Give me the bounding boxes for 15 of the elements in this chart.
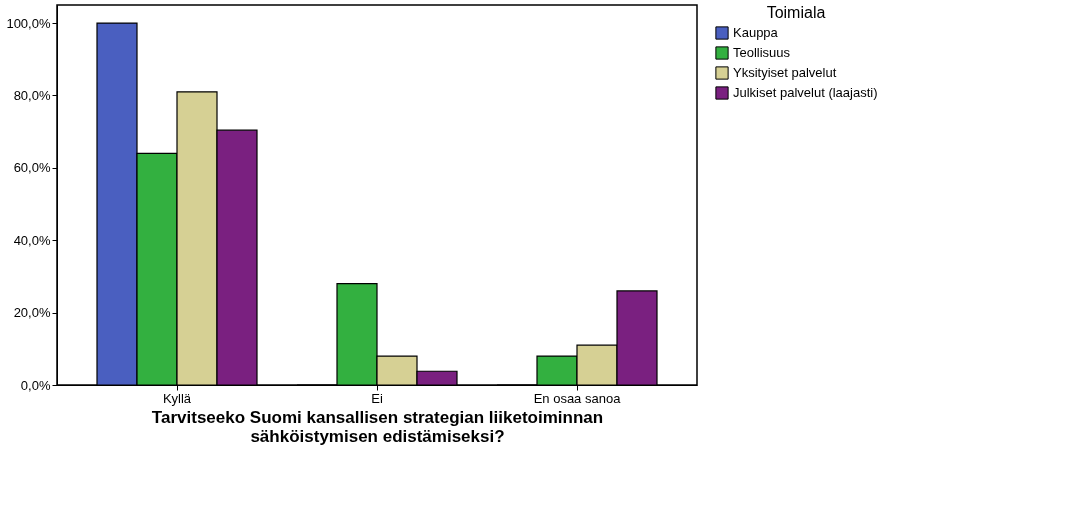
- legend-label: Yksityiset palvelut: [733, 65, 837, 80]
- x-tick-label: Ei: [371, 390, 383, 406]
- y-tick-label: 40,0%: [13, 232, 51, 248]
- y-tick-label: 100,0%: [6, 15, 51, 31]
- legend-label: Teollisuus: [733, 45, 791, 60]
- y-tick-label: 60,0%: [13, 160, 51, 176]
- x-axis-title: Tarvitseeko Suomi kansallisen strategian liiketoiminnan sähköistymisen edistämiseksi?: [151, 407, 604, 446]
- y-tick-label: 80,0%: [13, 87, 51, 103]
- x-tick-label: En osaa sanoa: [533, 390, 622, 406]
- legend-title: Toimiala: [766, 4, 826, 21]
- legend-label: Julkiset palvelut (laajasti): [733, 85, 878, 100]
- legend-label: Kauppa: [733, 25, 779, 40]
- x-tick-label: Kyllä: [162, 390, 192, 406]
- y-tick-label: 0,0%: [20, 377, 51, 393]
- y-tick-label: 20,0%: [13, 305, 51, 321]
